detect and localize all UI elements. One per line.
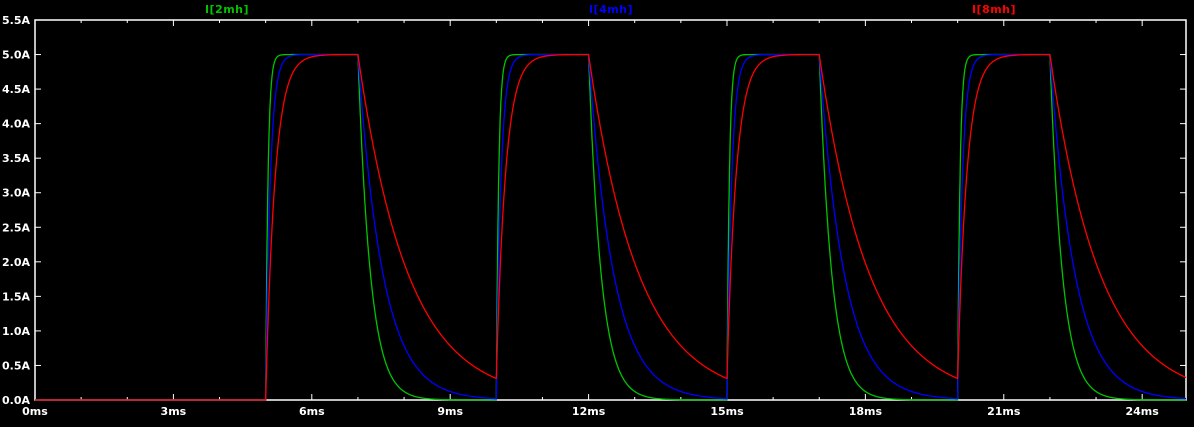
x-tick-label: 15ms xyxy=(710,405,744,418)
y-tick-label: 4.5A xyxy=(2,83,30,96)
plot-border xyxy=(34,19,1187,401)
y-tick-label: 0.0A xyxy=(2,394,30,407)
y-tick-label: 5.0A xyxy=(2,49,30,62)
x-tick-label: 6ms xyxy=(299,405,325,418)
y-tick-label: 2.0A xyxy=(2,256,30,269)
x-tick-label: 18ms xyxy=(849,405,883,418)
x-tick-label: 3ms xyxy=(161,405,187,418)
trace-label-i2mh[interactable]: I[2mh] xyxy=(204,3,250,16)
y-tick-label: 2.5A xyxy=(2,221,30,234)
y-tick-label: 1.0A xyxy=(2,325,30,338)
y-tick-label: 3.0A xyxy=(2,187,30,200)
trace-label-i8mh[interactable]: I[8mh] xyxy=(971,3,1017,16)
x-tick-label: 9ms xyxy=(437,405,463,418)
y-tick-label: 4.0A xyxy=(2,118,30,131)
x-tick-label: 21ms xyxy=(987,405,1021,418)
trace-label-i4mh[interactable]: I[4mh] xyxy=(588,3,634,16)
y-tick-label: 1.5A xyxy=(2,290,30,303)
trace-I[8mh][interactable] xyxy=(34,53,1187,401)
x-tick-label: 24ms xyxy=(1126,405,1160,418)
x-tick-label: 12ms xyxy=(572,405,606,418)
y-tick-label: 3.5A xyxy=(2,152,30,165)
y-tick-label: 5.5A xyxy=(2,14,30,27)
x-tick-label: 0ms xyxy=(22,405,48,418)
y-tick-label: 0.5A xyxy=(2,359,30,372)
trace-legend: I[2mh] I[4mh] I[8mh] xyxy=(0,0,1194,18)
